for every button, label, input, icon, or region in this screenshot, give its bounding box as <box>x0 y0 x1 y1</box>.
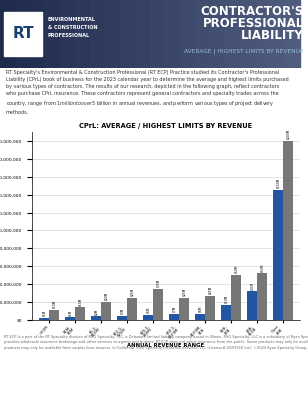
Text: RT: RT <box>12 26 34 42</box>
Bar <box>210 0 225 68</box>
Text: $50M: $50M <box>234 265 238 274</box>
X-axis label: ANNUAL REVENUE RANGE: ANNUAL REVENUE RANGE <box>128 343 205 348</box>
Bar <box>231 275 241 320</box>
Text: $1M: $1M <box>68 309 72 316</box>
Bar <box>240 0 255 68</box>
Text: & CONSTRUCTION: & CONSTRUCTION <box>48 25 98 30</box>
Text: $1M: $1M <box>42 310 46 316</box>
Text: RT ECP is a part of the RT Specialty division of RSG Specialty, LLC, a Delaware : RT ECP is a part of the RT Specialty div… <box>4 335 308 350</box>
Text: $10M: $10M <box>52 300 56 308</box>
Bar <box>143 315 153 320</box>
Text: PROFESSIONAL: PROFESSIONAL <box>48 33 90 38</box>
Text: ENVIRONMENTAL: ENVIRONMENTAL <box>48 17 96 22</box>
Bar <box>273 190 283 320</box>
Text: $20M: $20M <box>104 292 108 300</box>
Bar <box>39 318 49 320</box>
Text: $5M: $5M <box>146 306 150 313</box>
Bar <box>179 298 189 320</box>
Bar <box>205 296 215 320</box>
Bar <box>195 0 210 68</box>
Bar <box>150 0 165 68</box>
Bar <box>247 291 257 320</box>
Text: $50M: $50M <box>260 263 264 272</box>
Text: $35M: $35M <box>156 279 160 287</box>
Text: $200M: $200M <box>286 129 290 139</box>
Bar <box>91 316 101 320</box>
Bar <box>75 0 90 68</box>
Bar <box>169 314 179 320</box>
Bar <box>283 141 293 320</box>
Text: $7M: $7M <box>172 306 176 312</box>
Text: $33M: $33M <box>250 282 254 290</box>
Bar <box>285 0 300 68</box>
Text: $25M: $25M <box>208 286 212 294</box>
Title: CPrL: AVERAGE / HIGHEST LIMITS BY REVENUE: CPrL: AVERAGE / HIGHEST LIMITS BY REVENU… <box>79 123 253 129</box>
Bar <box>165 0 180 68</box>
Bar <box>90 0 105 68</box>
Bar <box>105 0 120 68</box>
Bar <box>127 298 137 320</box>
Text: $25M: $25M <box>182 288 186 296</box>
Text: $2M: $2M <box>94 308 98 315</box>
Text: CONTRACTOR'S: CONTRACTOR'S <box>201 5 304 18</box>
Bar <box>255 0 270 68</box>
Bar <box>257 274 267 320</box>
Bar <box>30 0 45 68</box>
Bar <box>225 0 240 68</box>
Text: $6M: $6M <box>198 306 202 312</box>
Bar <box>0 0 15 68</box>
Bar <box>117 316 127 320</box>
Bar <box>135 0 150 68</box>
Bar <box>270 0 285 68</box>
Bar <box>153 289 163 320</box>
Text: $15M: $15M <box>78 298 82 306</box>
Bar <box>4 12 42 56</box>
Text: PROFESSIONAL: PROFESSIONAL <box>203 17 304 30</box>
Bar <box>101 302 111 320</box>
Bar <box>195 314 205 320</box>
Bar <box>65 317 75 320</box>
Bar <box>221 305 231 320</box>
Text: $3M: $3M <box>120 308 124 314</box>
Bar <box>120 0 135 68</box>
Bar <box>15 0 30 68</box>
Text: $19M: $19M <box>224 295 228 303</box>
Bar <box>45 0 60 68</box>
Bar <box>49 310 59 320</box>
Bar <box>75 308 85 320</box>
Text: $150M: $150M <box>276 178 280 188</box>
Text: RT Specialty's Environmental & Construction Professional (RT ECP) Practice studi: RT Specialty's Environmental & Construct… <box>6 70 289 115</box>
Text: $25M: $25M <box>130 288 134 296</box>
Bar <box>60 0 75 68</box>
Text: LIABILITY: LIABILITY <box>241 29 304 42</box>
Bar <box>180 0 195 68</box>
Text: AVERAGE | HIGHEST LIMITS BY REVENUE: AVERAGE | HIGHEST LIMITS BY REVENUE <box>184 48 304 54</box>
